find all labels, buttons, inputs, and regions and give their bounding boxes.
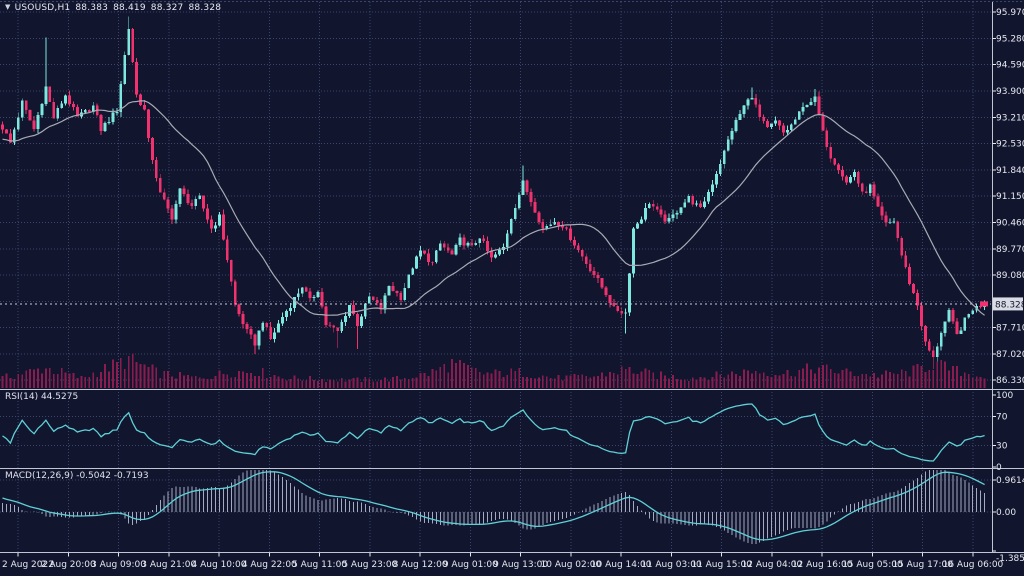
- quote-high: 88.419: [113, 3, 146, 13]
- price-tick-label: 95.280: [996, 34, 1024, 44]
- time-tick-label: 3 Aug 21:00: [141, 560, 196, 570]
- time-tick-label: 5 Aug 23:00: [342, 560, 397, 570]
- time-tick-label: 5 Aug 11:00: [292, 560, 347, 570]
- time-tick-label: 4 Aug 10:00: [192, 560, 247, 570]
- time-tick-label: 2 Aug 2022: [2, 560, 54, 570]
- symbol-timeframe-label: USOUSD,H1: [14, 3, 71, 13]
- time-tick-label: 10 Aug 14:00: [591, 560, 652, 570]
- chart-title: ▼ USOUSD,H1 88.383 88.419 88.327 88.328: [5, 3, 221, 14]
- time-tick-label: 11 Aug 03:00: [641, 560, 702, 570]
- time-tick-label: 15 Aug 17:00: [892, 560, 953, 570]
- time-tick-label: 12 Aug 04:00: [742, 560, 803, 570]
- symbol-dropdown-icon[interactable]: ▼: [5, 3, 11, 11]
- price-tick-label: 87.020: [996, 350, 1024, 360]
- rsi-tick-label: 70: [996, 413, 1008, 423]
- price-tick-label: 93.900: [996, 87, 1024, 97]
- price-tick-label: 94.590: [996, 61, 1024, 71]
- time-tick-label: 10 Aug 02:00: [541, 560, 602, 570]
- rsi-tick-label: 100: [996, 391, 1013, 401]
- rsi-line: [2, 403, 985, 462]
- price-tick-label: 87.710: [996, 324, 1024, 334]
- time-tick-label: 8 Aug 12:00: [393, 560, 448, 570]
- price-tick-label: 89.770: [996, 245, 1024, 255]
- rsi-indicator-label: RSI(14) 44.5275: [5, 392, 79, 402]
- time-tick-label: 12 Aug 16:00: [792, 560, 853, 570]
- macd-signal-line: [2, 471, 985, 541]
- price-tick-label: 91.150: [996, 192, 1024, 202]
- candles: [1, 16, 986, 370]
- time-tick-label: 11 Aug 15:00: [691, 560, 752, 570]
- price-tick-label: 91.840: [996, 166, 1024, 176]
- time-tick-label: 9 Aug 01:00: [443, 560, 498, 570]
- current-price-marker: [980, 301, 988, 307]
- price-tick-label: 93.210: [996, 113, 1024, 123]
- time-tick-label: 16 Aug 06:00: [943, 560, 1004, 570]
- current-price-label: 88.328: [995, 300, 1024, 310]
- rsi-tick-label: 0: [996, 463, 1002, 473]
- grid-lines: [0, 2, 991, 552]
- price-axis-labels[interactable]: 95.970 95.280 94.590 93.900 93.210 92.530 91.8…: [992, 8, 1024, 564]
- quote-low: 88.327: [150, 3, 184, 13]
- quote-close: 88.328: [188, 3, 222, 13]
- ma-line: [2, 100, 985, 316]
- macd-indicator-label: MACD(12,26,9) -0.5042 -0.7193: [5, 471, 149, 481]
- time-tick-label: 15 Aug 05:00: [842, 560, 903, 570]
- time-tick-label: 3 Aug 09:00: [91, 560, 146, 570]
- rsi-tick-label: 30: [996, 441, 1008, 451]
- price-tick-label: 95.970: [996, 8, 1024, 18]
- time-tick-label: 2 Aug 20:00: [41, 560, 96, 570]
- price-tick-label: 89.080: [996, 271, 1024, 281]
- price-tick-label: 92.530: [996, 139, 1024, 149]
- macd-tick-label: 0.9614: [996, 476, 1024, 486]
- quote-open: 88.383: [75, 3, 109, 13]
- price-tick-label: 90.460: [996, 218, 1024, 228]
- macd-tick-label: 0.00: [996, 508, 1016, 518]
- volume-bars: [1, 353, 986, 388]
- macd-tick-label: -1.3853: [996, 554, 1024, 564]
- time-tick-label: 9 Aug 13:00: [493, 560, 548, 570]
- time-tick-label: 4 Aug 22:00: [242, 560, 297, 570]
- current-price-badge: [993, 297, 1023, 311]
- price-tick-label: 86.330: [996, 376, 1024, 386]
